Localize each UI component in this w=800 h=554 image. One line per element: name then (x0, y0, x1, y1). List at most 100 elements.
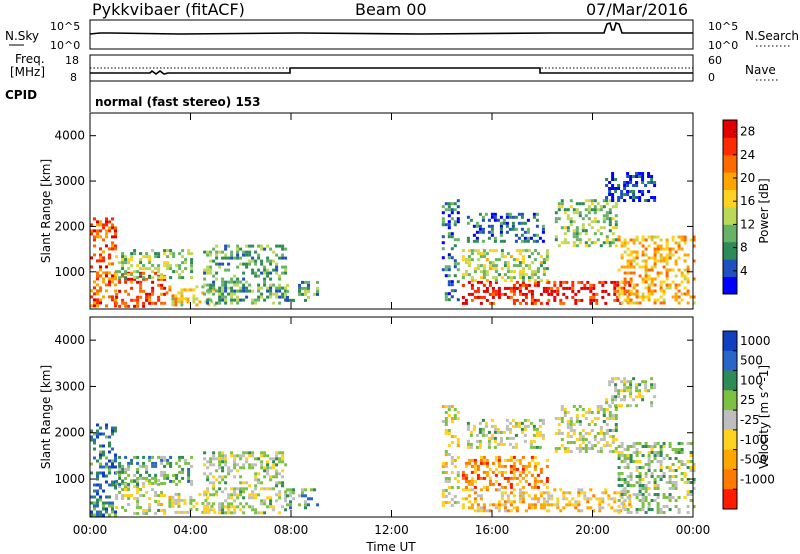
heatmap-cell (524, 491, 528, 495)
heatmap-cell (608, 414, 612, 417)
heatmap-cell (206, 283, 210, 287)
heatmap-cell (444, 202, 448, 206)
heatmap-cell (553, 289, 557, 293)
heatmap-cell (233, 511, 237, 515)
heatmap-cell (136, 304, 140, 308)
heatmap-cell (266, 469, 270, 473)
heatmap-cell (629, 380, 633, 384)
heatmap-cell (680, 274, 684, 278)
heatmap-cell (230, 277, 234, 281)
heatmap-cell (542, 273, 546, 277)
heatmap-cell (102, 453, 105, 457)
heatmap-cell (608, 417, 612, 420)
heatmap-cell (174, 492, 178, 496)
heatmap-cell (245, 262, 249, 266)
heatmap-cell (592, 283, 596, 287)
heatmap-cell (536, 473, 540, 477)
heatmap-cell (677, 283, 681, 287)
heatmap-cell (470, 292, 474, 296)
heatmap-cell (171, 498, 175, 502)
heatmap-cell (505, 424, 509, 428)
heatmap-cell (529, 236, 533, 240)
heatmap-cell (524, 509, 528, 513)
heatmap-cell (629, 253, 633, 257)
heatmap-cell (608, 404, 612, 408)
heatmap-cell (632, 493, 636, 496)
heatmap-cell (467, 479, 471, 483)
heatmap-cell (275, 295, 279, 299)
heatmap-cell (121, 482, 125, 485)
heatmap-cell (650, 383, 654, 387)
heatmap-cell (453, 459, 457, 462)
heatmap-cell (145, 255, 149, 259)
heatmap-cell (581, 435, 585, 438)
heatmap-cell (635, 481, 639, 484)
heatmap-cell (626, 475, 630, 478)
heatmap-cell (154, 473, 158, 477)
heatmap-cell (178, 273, 182, 277)
heatmap-cell (499, 221, 503, 225)
heatmap-cell (535, 433, 539, 437)
heatmap-cell (662, 475, 666, 478)
heatmap-cell (635, 511, 639, 514)
heatmap-cell (497, 273, 501, 277)
heatmap-cell (172, 473, 176, 477)
heatmap-cell (118, 482, 122, 486)
heatmap-cell (111, 226, 114, 230)
heatmap-cell (266, 505, 270, 509)
heatmap-cell (692, 469, 696, 472)
heatmap-cell (195, 285, 199, 289)
heatmap-cell (248, 451, 252, 455)
heatmap-cell (157, 264, 161, 268)
heatmap-cell (482, 458, 486, 462)
heatmap-cell (575, 229, 579, 233)
heatmap-cell (115, 494, 119, 497)
heatmap-cell (444, 298, 448, 302)
heatmap-cell (93, 229, 96, 233)
heatmap-cell (114, 429, 117, 433)
heatmap-cell (96, 292, 99, 296)
heatmap-cell (593, 211, 597, 215)
heatmap-cell (641, 496, 645, 499)
heatmap-cell (479, 488, 483, 492)
heatmap-cell (114, 298, 117, 302)
heatmap-cell (491, 286, 495, 290)
heatmap-cell (656, 487, 660, 490)
heatmap-cell (154, 252, 158, 256)
heatmap-cell (512, 494, 516, 498)
heatmap-cell (626, 271, 630, 275)
heatmap-cell (105, 495, 108, 499)
heatmap-cell (596, 229, 600, 233)
heatmap-cell (108, 468, 111, 472)
heatmap-cell (260, 463, 264, 467)
heatmap-cell (111, 274, 114, 278)
heatmap-cell (517, 221, 521, 225)
heatmap-cell (575, 238, 579, 242)
heatmap-cell (118, 470, 122, 474)
heatmap-cell (461, 506, 465, 510)
heatmap-cell (527, 482, 531, 486)
heatmap-cell (533, 298, 537, 302)
colorbar-tick-label: -500 (740, 453, 767, 467)
heatmap-cell (641, 484, 645, 487)
heatmap-cell (494, 289, 498, 293)
heatmap-cell (160, 455, 164, 459)
heatmap-cell (272, 283, 276, 287)
heatmap-cell (478, 439, 482, 443)
heatmap-cell (453, 262, 457, 266)
heatmap-cell (118, 270, 122, 274)
heatmap-cell (614, 417, 618, 420)
heatmap-cell (493, 445, 497, 449)
heatmap-cell (641, 505, 645, 508)
heatmap-cell (632, 484, 636, 487)
heatmap-cell (641, 238, 645, 242)
heatmap-cell (102, 501, 105, 505)
heatmap-cell (602, 214, 606, 218)
heatmap-cell (617, 466, 621, 469)
heatmap-cell (447, 202, 451, 206)
heatmap-cell (620, 190, 624, 193)
heatmap-cell (479, 270, 483, 274)
heatmap-cell (584, 417, 588, 420)
heatmap-cell (260, 511, 264, 515)
